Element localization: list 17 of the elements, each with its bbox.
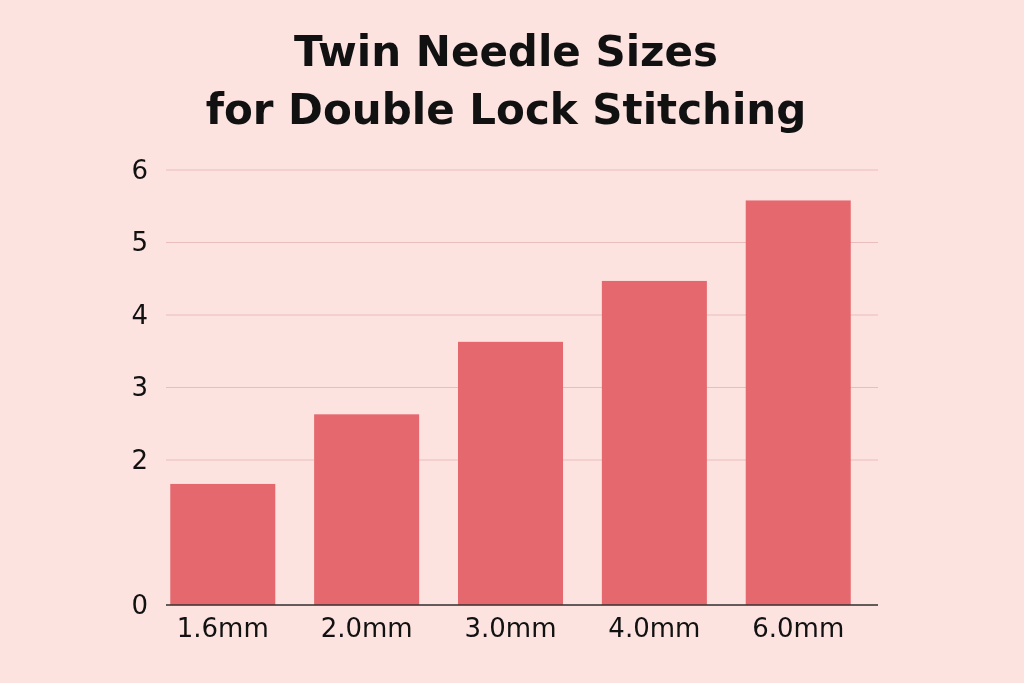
bar (170, 483, 276, 605)
y-tick-label: 0 (131, 589, 148, 620)
y-tick-label: 4 (131, 299, 148, 330)
y-tick-label: 5 (131, 227, 148, 258)
bar (601, 280, 707, 605)
bar (314, 414, 420, 605)
x-tick-label: 3.0mm (464, 613, 557, 644)
x-tick-label: 6.0mm (752, 613, 845, 644)
x-tick-label: 2.0mm (320, 613, 413, 644)
x-tick-label: 1.6mm (176, 613, 269, 644)
y-tick-label: 3 (131, 372, 148, 403)
chart-title: Twin Needle Sizes for Double Lock Stitching (205, 27, 807, 134)
y-tick-label: 6 (131, 154, 148, 185)
bar (457, 341, 564, 605)
y-tick-label: 2 (131, 444, 148, 475)
x-tick-label: 4.0mm (608, 613, 701, 644)
bar (745, 200, 851, 605)
